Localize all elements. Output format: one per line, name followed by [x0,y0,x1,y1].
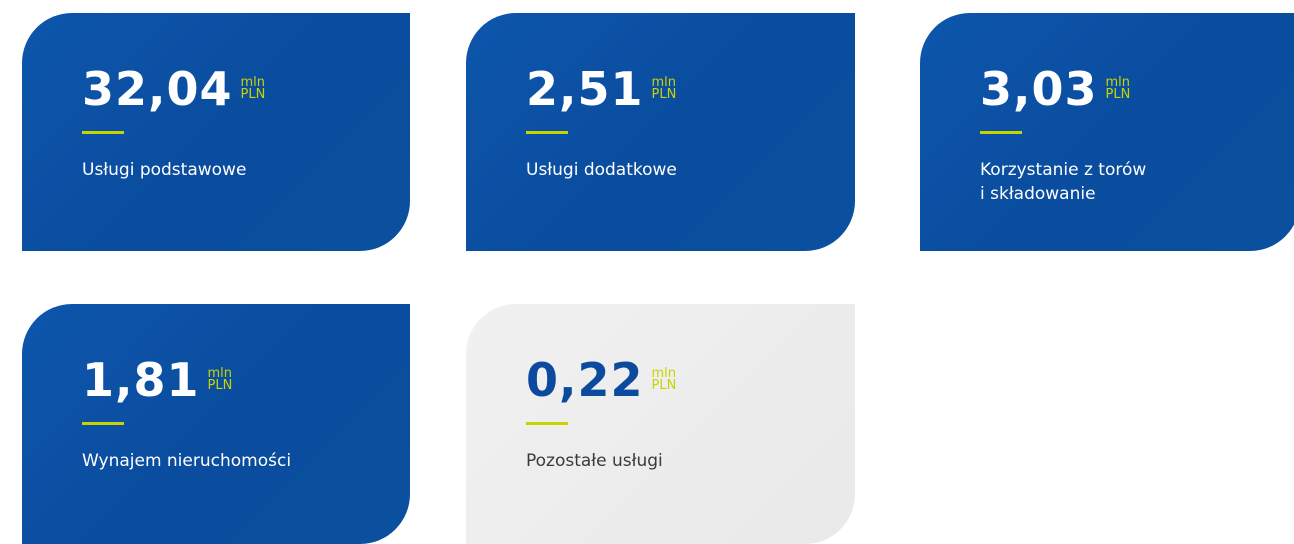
label-line: i składowanie [980,182,1294,206]
unit-bottom: PLN [652,380,677,392]
unit-bottom: PLN [208,380,233,392]
stat-label: Wynajem nieruchomości [82,449,410,473]
label-line: Korzystanie z torów [980,158,1294,182]
unit-bottom: PLN [1106,89,1131,101]
stat-label: Usługi podstawowe [82,158,410,182]
label-line: Usługi dodatkowe [526,158,855,182]
stat-label: Pozostałe usługi [526,449,855,473]
label-line: Wynajem nieruchomości [82,449,410,473]
label-line: Usługi podstawowe [82,158,410,182]
unit-bottom: PLN [652,89,677,101]
accent-bar [526,131,568,134]
page: 32,04 mlnPLN Usługi podstawowe 2,51 mlnPLN Us… [0,0,1294,538]
accent-bar [526,422,568,425]
accent-bar [980,131,1022,134]
accent-bar [82,131,124,134]
stat-value: 1,81 [82,352,200,408]
stat-label: Usługi dodatkowe [526,158,855,182]
unit-bottom: PLN [241,89,266,101]
stat-value: 2,51 [526,61,644,117]
stat-value: 3,03 [980,61,1098,117]
accent-bar [82,422,124,425]
stat-value: 32,04 [82,61,233,117]
label-line: Pozostałe usługi [526,449,855,473]
stat-value: 0,22 [526,352,644,408]
